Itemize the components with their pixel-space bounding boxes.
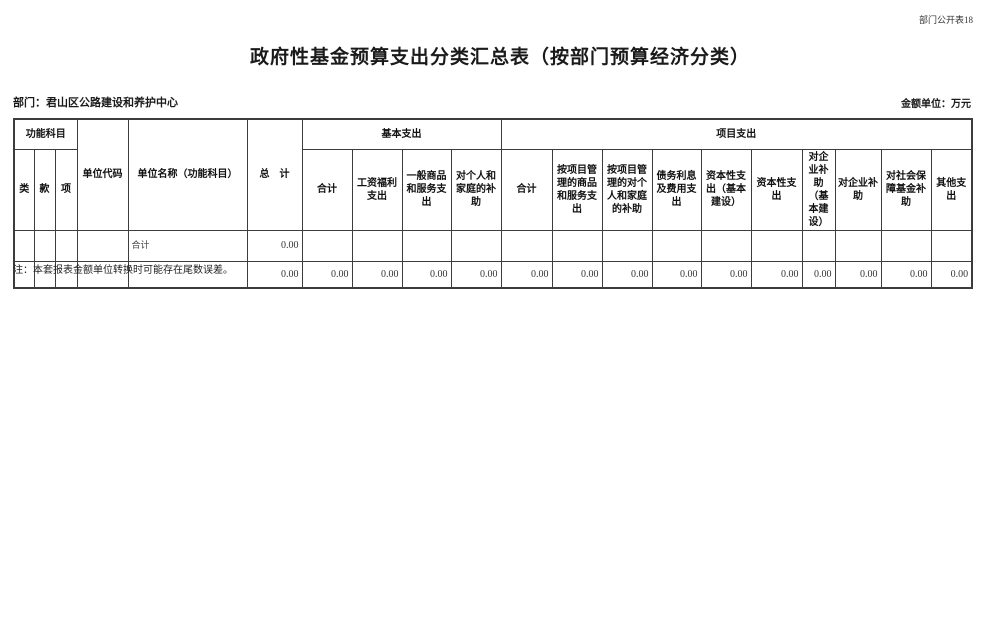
header-capital-basic: 资本性支出（基本建设） bbox=[700, 148, 752, 231]
data-cell: 0.00 bbox=[450, 260, 502, 289]
data-cell bbox=[301, 229, 353, 262]
data-cell bbox=[33, 229, 56, 262]
data-cell: 0.00 bbox=[750, 260, 803, 289]
data-cell bbox=[54, 260, 78, 289]
header-other: 其他支出 bbox=[930, 148, 973, 231]
header-social-security: 对社会保障基金补助 bbox=[880, 148, 932, 231]
header-enterprise-basic: 对企业补助（基本建设） bbox=[801, 148, 836, 231]
amount-unit-label: 金额单位：万元 bbox=[901, 99, 971, 110]
data-cell bbox=[834, 229, 882, 262]
header-func-group: 功能科目 bbox=[13, 118, 78, 150]
data-cell bbox=[551, 229, 603, 262]
data-cell: 0.00 bbox=[301, 260, 353, 289]
header-item: 项 bbox=[54, 148, 78, 231]
row-name-cell bbox=[127, 260, 248, 289]
header-enterprise: 对企业补助 bbox=[834, 148, 882, 231]
data-cell bbox=[13, 229, 35, 262]
data-cell bbox=[601, 229, 653, 262]
header-class: 类 bbox=[13, 148, 35, 231]
data-cell bbox=[651, 229, 702, 262]
header-capital: 资本性支出 bbox=[750, 148, 803, 231]
budget-summary-table: 功能科目 单位代码 单位名称（功能科目） 总 计 基本支出 项目支出 类 款 项… bbox=[13, 118, 974, 289]
data-cell bbox=[930, 229, 973, 262]
header-sub-row: 类 款 项 合计 工资福利支出 一般商品和服务支出 对个人和家庭的补助 合计 按… bbox=[13, 148, 973, 231]
data-cell: 0.00 bbox=[651, 260, 702, 289]
data-cell: 0.00 bbox=[351, 260, 403, 289]
data-cell bbox=[401, 229, 452, 262]
data-cell: 0.00 bbox=[401, 260, 452, 289]
table-header: 功能科目 单位代码 单位名称（功能科目） 总 计 基本支出 项目支出 类 款 项… bbox=[13, 118, 973, 231]
header-basic-total: 合计 bbox=[301, 148, 353, 231]
data-cell bbox=[750, 229, 803, 262]
header-project-goods: 按项目管理的商品和服务支出 bbox=[551, 148, 603, 231]
data-cell bbox=[700, 229, 752, 262]
data-cell bbox=[54, 229, 78, 262]
data-cell bbox=[801, 229, 836, 262]
header-project-family: 按项目管理的对个人和家庭的补助 bbox=[601, 148, 653, 231]
data-cell: 0.00 bbox=[700, 260, 752, 289]
header-group-row: 功能科目 单位代码 单位名称（功能科目） 总 计 基本支出 项目支出 bbox=[13, 118, 973, 231]
data-cell: 0.00 bbox=[834, 260, 882, 289]
header-unit-name: 单位名称（功能科目） bbox=[127, 118, 248, 231]
data-cell: 0.00 bbox=[801, 260, 836, 289]
header-grand-total: 总 计 bbox=[246, 118, 303, 231]
data-cell: 0.00 bbox=[500, 260, 553, 289]
data-cell bbox=[76, 260, 129, 289]
header-section: 款 bbox=[33, 148, 56, 231]
form-number-label: 部门公开表18 bbox=[918, 15, 973, 25]
header-basic-salary: 工资福利支出 bbox=[351, 148, 403, 231]
data-cell bbox=[450, 229, 502, 262]
data-cell bbox=[500, 229, 553, 262]
table-body: 合计 0.00 bbox=[13, 229, 973, 289]
table-row: 0.00 0.00 0.00 0.00 0.00 0.00 0.00 0.00 … bbox=[13, 260, 973, 289]
header-basic-goods: 一般商品和服务支出 bbox=[401, 148, 452, 231]
data-cell bbox=[76, 229, 129, 262]
data-cell: 0.00 bbox=[601, 260, 653, 289]
header-project-group: 项目支出 bbox=[500, 118, 973, 150]
table-row: 合计 0.00 bbox=[13, 229, 973, 262]
footnote: 注：本套报表金额单位转换时可能存在尾数误差。 bbox=[13, 265, 233, 276]
data-cell: 0.00 bbox=[246, 260, 303, 289]
data-cell: 0.00 bbox=[880, 260, 932, 289]
row-name-cell: 合计 bbox=[127, 229, 248, 262]
header-unit-code: 单位代码 bbox=[76, 118, 129, 231]
header-basic-group: 基本支出 bbox=[301, 118, 502, 150]
data-cell: 0.00 bbox=[246, 229, 303, 262]
department-label: 部门：君山区公路建设和养护中心 bbox=[13, 97, 178, 109]
page-title: 政府性基金预算支出分类汇总表（按部门预算经济分类） bbox=[249, 47, 750, 68]
header-basic-family: 对个人和家庭的补助 bbox=[450, 148, 502, 231]
data-cell: 0.00 bbox=[930, 260, 973, 289]
data-cell bbox=[880, 229, 932, 262]
header-debt-interest: 债务利息及费用支出 bbox=[651, 148, 702, 231]
data-cell: 0.00 bbox=[551, 260, 603, 289]
data-cell bbox=[351, 229, 403, 262]
header-project-total: 合计 bbox=[500, 148, 553, 231]
